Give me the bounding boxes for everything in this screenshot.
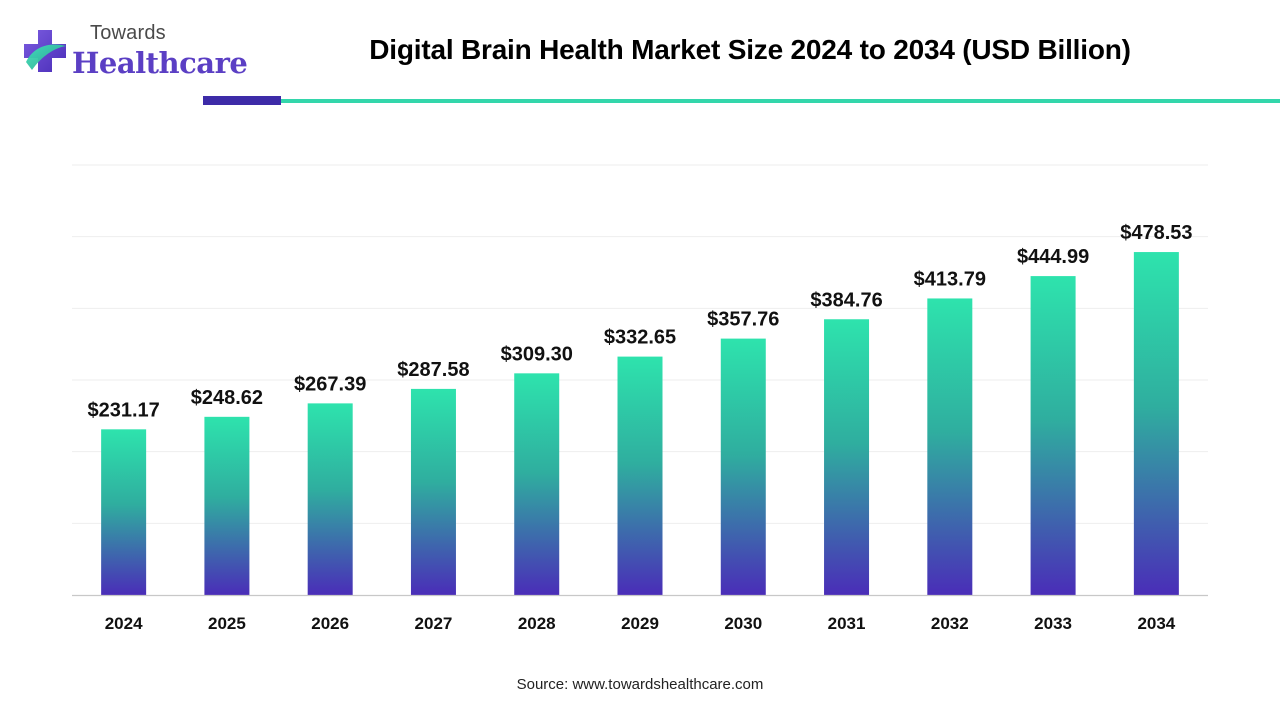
bar-2026 <box>307 403 353 595</box>
x-tick-2031: 2031 <box>828 614 866 633</box>
bar-2028 <box>514 373 560 595</box>
bar-2027 <box>410 388 456 595</box>
brand-logo: Towards Healthcare <box>20 20 248 84</box>
bar-2030 <box>720 338 766 595</box>
header-rule <box>281 99 1280 103</box>
value-label-2029: $332.65 <box>604 327 676 349</box>
bar-2034 <box>1133 252 1179 595</box>
bar-2029 <box>617 356 663 595</box>
x-tick-2024: 2024 <box>105 614 143 633</box>
x-tick-2026: 2026 <box>311 614 349 633</box>
value-label-2028: $309.30 <box>501 343 573 365</box>
page-title: Digital Brain Health Market Size 2024 to… <box>369 34 1131 65</box>
x-tick-2025: 2025 <box>208 614 246 633</box>
source-note: Source: www.towardshealthcare.com <box>516 676 764 693</box>
x-tick-2028: 2028 <box>518 614 556 633</box>
bar-2024 <box>101 429 147 595</box>
value-label-2027: $287.58 <box>397 359 469 381</box>
bar-2033 <box>1030 276 1076 595</box>
value-label-2031: $384.76 <box>810 289 882 311</box>
bar-2025 <box>204 416 250 595</box>
value-label-2032: $413.79 <box>914 268 986 290</box>
bars <box>101 252 1179 595</box>
value-label-2030: $357.76 <box>707 309 779 331</box>
x-tick-2029: 2029 <box>621 614 659 633</box>
bar-2031 <box>824 319 870 595</box>
x-tick-2032: 2032 <box>931 614 969 633</box>
brand-name-line1: Towards <box>90 22 166 44</box>
x-tick-labels: 2024 2025 2026 2027 2028 2029 2030 2031 2032 2033… <box>105 614 1176 633</box>
medical-cross-icon <box>24 30 66 72</box>
value-label-2033: $444.99 <box>1017 246 1089 268</box>
bar-2032 <box>927 298 973 595</box>
x-tick-2034: 2034 <box>1137 614 1175 633</box>
x-tick-2027: 2027 <box>415 614 453 633</box>
x-tick-2030: 2030 <box>724 614 762 633</box>
value-labels: $231.17 $248.62 $267.39 $287.58 $309.30 $332.… <box>87 222 1192 421</box>
value-label-2034: $478.53 <box>1120 222 1192 244</box>
value-label-2025: $248.62 <box>191 387 263 409</box>
value-label-2024: $231.17 <box>87 399 159 421</box>
header-rule-accent <box>203 96 281 105</box>
value-label-2026: $267.39 <box>294 373 366 395</box>
brand-name-line2: Healthcare <box>72 46 248 80</box>
x-tick-2033: 2033 <box>1034 614 1072 633</box>
